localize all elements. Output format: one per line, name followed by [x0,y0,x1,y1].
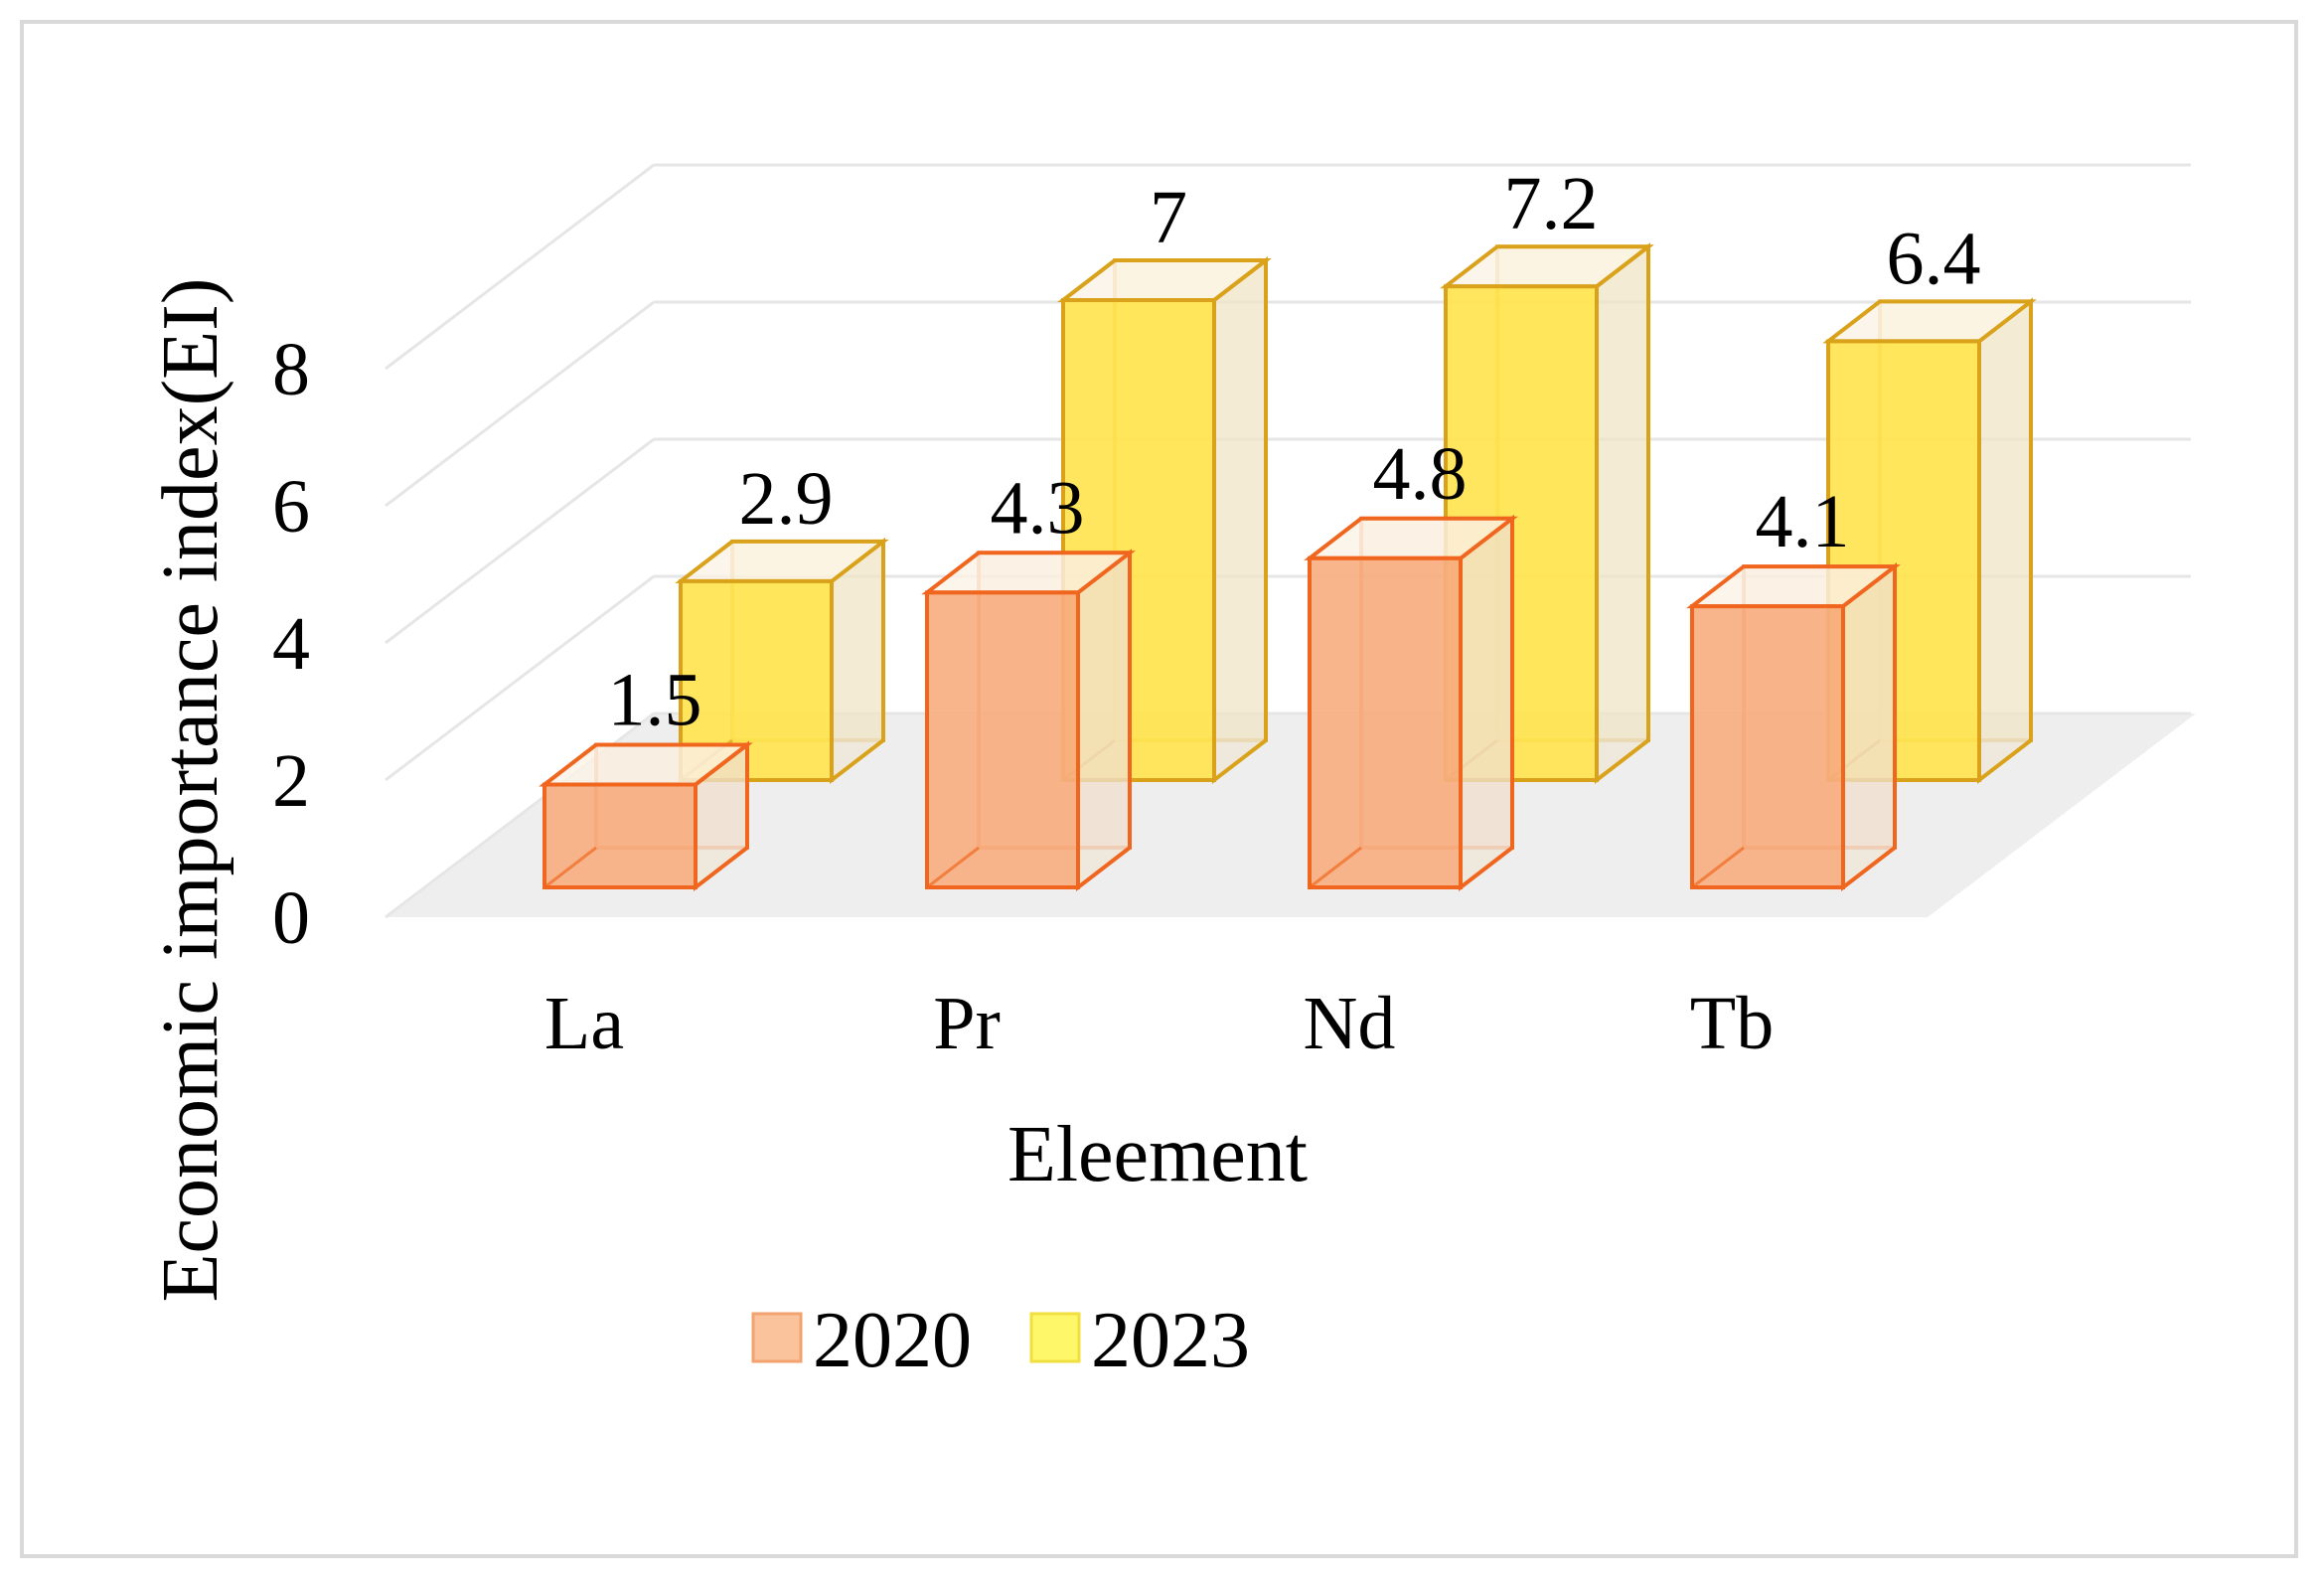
gridline-diagonal [385,163,655,371]
bar-side-face [1076,549,1132,892]
x-category-label: Tb [1690,982,1774,1065]
y-tick-label: 8 [272,328,310,411]
data-label-2023: 2.9 [739,457,834,541]
bar-edge [926,846,980,889]
bar-side-face [1595,242,1650,785]
legend-swatch-2020 [751,1312,803,1363]
y-axis-title: Economic importance index(EI) [147,278,234,1303]
data-label-2020: 4.3 [991,466,1085,550]
bar-2020-Nd [1304,514,1518,892]
data-labels: 2.9 7 7.2 6.4 1.5 4.3 4.8 4.1 [608,162,1981,741]
series-2020-bars [539,514,1901,892]
bar-front-face [925,590,1080,889]
bar-side-face [1459,514,1514,892]
bar-2020-Tb [1686,562,1901,892]
bar-front-face [1061,298,1216,782]
gridline-diagonal [385,574,655,782]
data-label-2023: 7 [1150,176,1187,259]
data-label-2023: 7.2 [1504,162,1599,245]
y-axis-ticks: 0 2 4 6 8 [272,328,310,960]
bar-2020-Pr [921,549,1136,892]
bar-front-face [542,782,697,889]
gridline-diagonal [385,300,655,508]
gridline-diagonal [385,437,655,645]
bar-2020-La [539,740,753,892]
x-category-label: Pr [933,982,1001,1065]
bar-edge [1691,846,1745,889]
bar-front-face [1308,555,1463,889]
legend-label-2020: 2020 [813,1297,972,1384]
bar-side-face [1841,562,1897,892]
x-category-label: La [544,982,624,1065]
x-axis-categories: La Pr Nd Tb [544,982,1774,1065]
y-tick-label: 4 [272,602,310,686]
legend: 2020 2023 [751,1297,1250,1384]
legend-label-2023: 2023 [1091,1297,1250,1384]
x-axis-title: Eleement [1007,1111,1308,1198]
legend-swatch-2023 [1029,1312,1081,1363]
bar-side-face [1212,255,1268,785]
bar-front-face [1690,604,1845,889]
bar-edge [1309,846,1362,889]
y-tick-label: 6 [272,465,310,549]
y-tick-label: 2 [272,739,310,823]
x-category-label: Nd [1304,982,1396,1065]
data-label-2020: 4.8 [1373,432,1468,516]
bar-side-face [1977,297,2033,785]
bar-2023-Pr [1057,255,1272,785]
bar-edge [543,846,597,889]
y-tick-label: 0 [272,876,310,960]
data-label-2023: 6.4 [1887,217,1981,300]
data-label-2020: 1.5 [608,659,702,742]
bar-2023-Tb [1822,297,2037,785]
data-label-2020: 4.1 [1756,480,1850,563]
